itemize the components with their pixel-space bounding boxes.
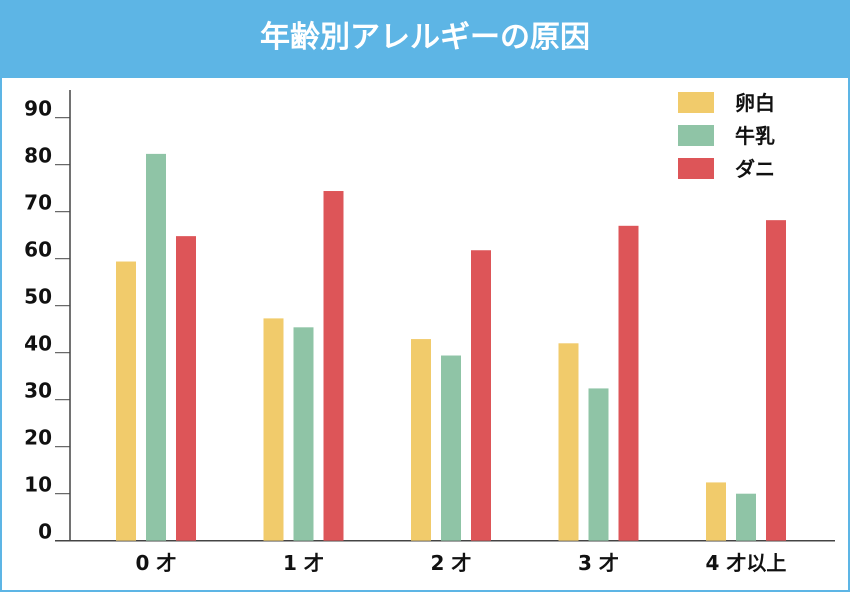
bar-牛乳-3: [588, 388, 609, 541]
bar-ダニ-0: [176, 236, 196, 541]
legend-swatch: [678, 158, 714, 179]
bar-卵白-3: [558, 343, 579, 541]
bar-卵白-0: [116, 261, 136, 541]
y-tick-label: 70: [24, 191, 52, 215]
bar-牛乳-4: [736, 493, 756, 541]
y-tick-label: 20: [24, 426, 52, 450]
y-tick-label: 90: [24, 97, 52, 121]
y-tick-label: 60: [24, 238, 52, 262]
bar-牛乳-1: [293, 327, 314, 541]
x-tick-label: 1 才: [283, 551, 324, 575]
x-tick-label: 2 才: [431, 551, 472, 575]
bar-ダニ-1: [323, 191, 344, 541]
x-tick-label: 0 才: [136, 551, 177, 575]
legend-label: 卵白: [735, 91, 775, 115]
chart-title: 年齢別アレルギーの原因: [0, 0, 850, 78]
legend-swatch: [678, 125, 714, 146]
bar-ダニ-4: [766, 220, 786, 541]
bar-ダニ-3: [618, 225, 639, 541]
x-tick-label: 4 才以上: [706, 551, 787, 575]
legend-swatch: [678, 92, 714, 113]
bar-卵白-4: [706, 482, 726, 541]
y-tick-label: 80: [24, 144, 52, 168]
bar-牛乳-0: [146, 153, 166, 541]
bar-牛乳-2: [441, 355, 461, 541]
y-tick-label: 50: [24, 285, 52, 309]
bar-卵白-1: [263, 318, 284, 541]
x-tick-label: 3 才: [578, 551, 619, 575]
y-tick-label: 30: [24, 379, 52, 403]
y-tick-label: 0: [38, 520, 52, 544]
y-tick-label: 10: [24, 473, 52, 497]
bar-卵白-2: [411, 339, 431, 541]
legend-label: ダニ: [735, 157, 775, 181]
legend-label: 牛乳: [735, 124, 775, 148]
bar-ダニ-2: [471, 250, 491, 541]
y-tick-label: 40: [24, 332, 52, 356]
